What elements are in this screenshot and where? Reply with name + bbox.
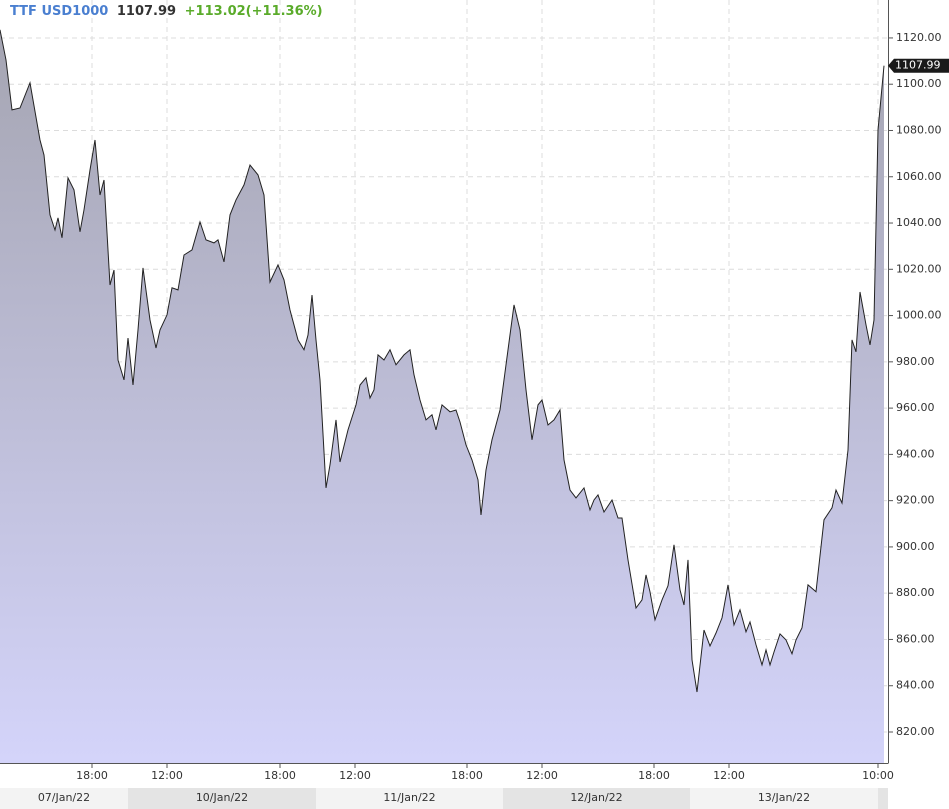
x-tick-label: 18:00 xyxy=(264,769,296,782)
y-tick-label: 920.00 xyxy=(896,494,935,507)
y-tick-label: 1020.00 xyxy=(896,262,942,275)
x-tick-label: 12:00 xyxy=(151,769,183,782)
symbol: TTF USD1000 xyxy=(10,4,108,19)
y-tick-label: 1060.00 xyxy=(896,170,942,183)
x-tick-label: 18:00 xyxy=(76,769,108,782)
y-tick-label: 840.00 xyxy=(896,679,935,692)
y-tick-label: 880.00 xyxy=(896,586,935,599)
date-band-tail xyxy=(878,788,888,809)
change: +113.02(+11.36%) xyxy=(185,4,323,19)
last-price-tag xyxy=(888,58,949,73)
y-tick-label: 900.00 xyxy=(896,540,935,553)
x-tick-label: 10:00 xyxy=(862,769,894,782)
y-tick-label: 940.00 xyxy=(896,447,935,460)
plot xyxy=(0,29,885,764)
header: TTF USD1000 1107.99 +113.02(+11.36%) xyxy=(10,4,323,19)
price: 1107.99 xyxy=(117,4,176,19)
date-label: 12/Jan/22 xyxy=(570,791,622,804)
y-tick-label: 1080.00 xyxy=(896,123,942,136)
y-tick-label: 1120.00 xyxy=(896,31,942,44)
date-label: 13/Jan/22 xyxy=(758,791,810,804)
last-price-label: 1107.99 xyxy=(895,59,941,72)
date-band xyxy=(0,788,128,809)
y-tick-label: 960.00 xyxy=(896,401,935,414)
date-band xyxy=(128,788,316,809)
date-label: 07/Jan/22 xyxy=(38,791,90,804)
date-label: 10/Jan/22 xyxy=(196,791,248,804)
date-label: 11/Jan/22 xyxy=(383,791,435,804)
y-tick-label: 1000.00 xyxy=(896,309,942,322)
y-tick-label: 860.00 xyxy=(896,632,935,645)
y-tick-label: 820.00 xyxy=(896,725,935,738)
x-tick-label: 12:00 xyxy=(713,769,745,782)
price-line xyxy=(0,29,885,693)
date-band xyxy=(503,788,690,809)
x-tick-label: 12:00 xyxy=(339,769,371,782)
date-band xyxy=(316,788,503,809)
axes: 07/Jan/22 10/Jan/22 11/Jan/22 12/Jan/22 13/J… xyxy=(0,31,949,809)
x-tick-label: 12:00 xyxy=(526,769,558,782)
x-tick-label: 18:00 xyxy=(638,769,670,782)
y-tick-label: 1040.00 xyxy=(896,216,942,229)
date-band xyxy=(690,788,878,809)
y-tick-label: 980.00 xyxy=(896,355,935,368)
y-tick-label: 1100.00 xyxy=(896,77,942,90)
x-tick-label: 18:00 xyxy=(451,769,483,782)
area-fill xyxy=(0,29,884,764)
